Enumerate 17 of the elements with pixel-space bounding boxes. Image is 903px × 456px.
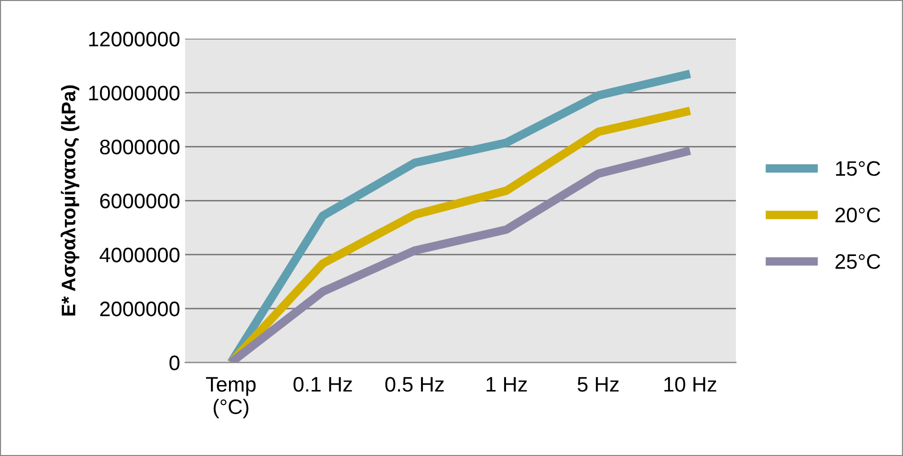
legend-label: 20°C <box>836 208 880 222</box>
legend-label: 15°C <box>836 161 880 176</box>
y-tick-label: 8000000 <box>100 140 180 154</box>
x-tick-label: 0.1 Hz <box>294 376 352 392</box>
x-tick-label: 10 Hz <box>664 376 716 392</box>
x-tick-label: 0.5 Hz <box>385 376 444 392</box>
y-tick-label: 2000000 <box>100 302 180 316</box>
legend-label: 25°C <box>836 254 880 269</box>
y-tick-label: 4000000 <box>100 248 180 262</box>
y-tick-label: 12000000 <box>89 32 180 47</box>
y-axis-title: E* Ασφαλτομίγατος (kPa) <box>60 85 80 316</box>
y-tick-label: 0 <box>169 356 180 370</box>
y-tick-label: 6000000 <box>100 194 180 208</box>
x-tick-label: 5 Hz <box>578 377 619 392</box>
x-tick-label: Temp (°C) <box>206 377 256 418</box>
y-tick-label: 10000000 <box>89 86 180 100</box>
x-tick-label: 1 Hz <box>486 377 527 392</box>
